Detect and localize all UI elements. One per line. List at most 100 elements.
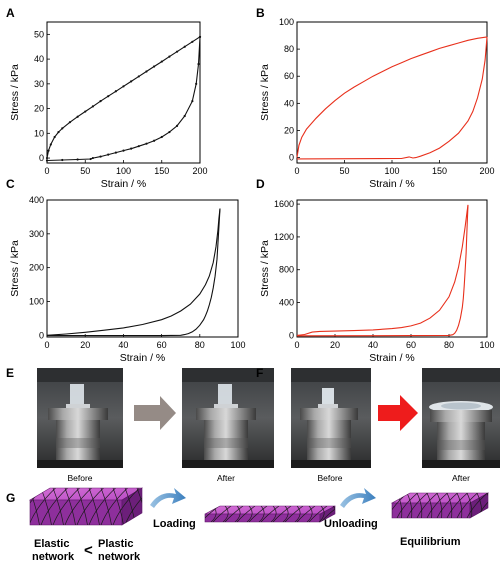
data-point-a [198, 35, 202, 38]
mesh-line [296, 506, 316, 522]
data-point-a [195, 82, 198, 85]
data-point-a [145, 142, 148, 145]
x-tick-label-a: 100 [116, 166, 131, 176]
data-point-a [137, 75, 140, 78]
data-point-a [175, 124, 179, 127]
data-point-a [183, 45, 186, 48]
mesh-line [100, 488, 128, 525]
mesh-line [392, 493, 393, 518]
data-point-a [45, 156, 49, 160]
unloading-arrow [340, 488, 376, 508]
mesh-line [100, 488, 112, 525]
data-point-a [160, 135, 163, 139]
data-point-a [53, 135, 56, 139]
plot-frame-d [296, 199, 488, 338]
before-label-f: Before [317, 473, 342, 483]
x-tick-label-d: 40 [368, 340, 378, 350]
x-tick-label-b: 50 [339, 166, 349, 176]
panel-c: C 0 20 40 60 80 100 0 100 200 300 400 Strain / % Stre… [6, 177, 246, 364]
y-axis-label-c: Stress / kPa [9, 240, 21, 297]
x-tick-label-b: 150 [432, 166, 447, 176]
data-point-a [137, 145, 140, 148]
data-point-a [91, 156, 94, 160]
data-point-a [130, 80, 133, 83]
mesh-line [224, 506, 244, 522]
panel-letter-f: F [256, 366, 263, 380]
x-axis-label-c: Strain / % [120, 352, 166, 364]
mesh-line [282, 506, 289, 522]
y-tick-label-b: 40 [284, 98, 294, 108]
after-label-f: After [452, 473, 470, 483]
x-tick-label-a: 50 [80, 166, 90, 176]
data-point-a [107, 95, 110, 98]
mesh-line [272, 506, 292, 522]
data-point-a [114, 90, 117, 93]
mesh-line [466, 493, 473, 518]
mesh-line [258, 506, 265, 522]
x-tick-label-c: 100 [230, 340, 245, 350]
data-point-a [91, 105, 94, 108]
mesh-line [270, 506, 277, 522]
data-point-a [197, 62, 200, 66]
plastic-label-line2: network [98, 551, 141, 563]
mesh-line [456, 493, 478, 518]
slab-elastic [28, 487, 144, 526]
photo-e-after [182, 368, 274, 468]
data-point-a [191, 40, 194, 43]
data-point-a [68, 121, 72, 124]
mesh-line [76, 488, 88, 525]
x-axis-label-b: Strain / % [369, 178, 415, 190]
series-line-b-1 [296, 36, 488, 160]
slab-equilibrium [390, 492, 490, 519]
data-point-a [160, 60, 163, 63]
mesh-line [396, 493, 418, 518]
mesh-line [416, 493, 423, 518]
series-line-c-1 [47, 208, 221, 337]
series-line-a-0 [46, 36, 201, 159]
data-point-a [107, 153, 110, 156]
y-tick-label-d: 800 [279, 265, 294, 275]
x-tick-label-a: 150 [154, 166, 169, 176]
unloading-label: Unloading [324, 518, 378, 530]
data-point-a [99, 100, 102, 103]
y-tick-label-c: 200 [29, 263, 44, 273]
y-tick-label-a: 0 [39, 153, 44, 163]
y-tick-label-c: 0 [39, 330, 44, 340]
y-tick-label-d: 1200 [274, 232, 294, 242]
data-point-a [57, 130, 60, 134]
x-tick-label-c: 80 [195, 340, 205, 350]
data-point-a [84, 110, 87, 113]
y-tick-label-a: 20 [34, 104, 44, 114]
mesh-line [246, 506, 253, 522]
mesh-line [212, 506, 232, 522]
y-tick-label-b: 0 [289, 153, 294, 163]
panel-letter-c: C [6, 177, 15, 191]
panel-letter-a: A [6, 6, 15, 20]
x-tick-label-b: 200 [479, 166, 494, 176]
arrow-f [378, 395, 418, 431]
data-point-a [122, 85, 125, 88]
series-line-d-1 [296, 204, 469, 337]
x-axis-label-a: Strain / % [101, 178, 147, 190]
x-tick-label-b: 0 [294, 166, 299, 176]
arrow-e [134, 396, 176, 430]
y-tick-label-a: 40 [34, 54, 44, 64]
data-point-a [61, 158, 64, 162]
x-tick-label-d: 60 [406, 340, 416, 350]
x-tick-label-d: 0 [294, 340, 299, 350]
panel-a: A 0 50 100 150 200 0 10 20 30 40 50 Strain / % Stress… [6, 6, 208, 190]
y-tick-label-b: 100 [279, 17, 294, 27]
x-axis-label-d: Strain / % [369, 352, 415, 364]
before-label-e: Before [67, 473, 92, 483]
mesh-line [426, 493, 448, 518]
elastic-label-line1: Elastic [34, 538, 69, 550]
x-tick-label-d: 100 [479, 340, 494, 350]
mesh-line [199, 506, 204, 522]
panel-d: D 0 20 40 60 80 100 0 400 800 1200 1600 Strain / % St… [256, 177, 495, 364]
mesh-line [124, 488, 142, 525]
x-tick-label-c: 40 [118, 340, 128, 350]
x-tick-label-c: 20 [80, 340, 90, 350]
data-point-a [47, 149, 50, 152]
y-axis-label-b: Stress / kPa [259, 64, 271, 121]
